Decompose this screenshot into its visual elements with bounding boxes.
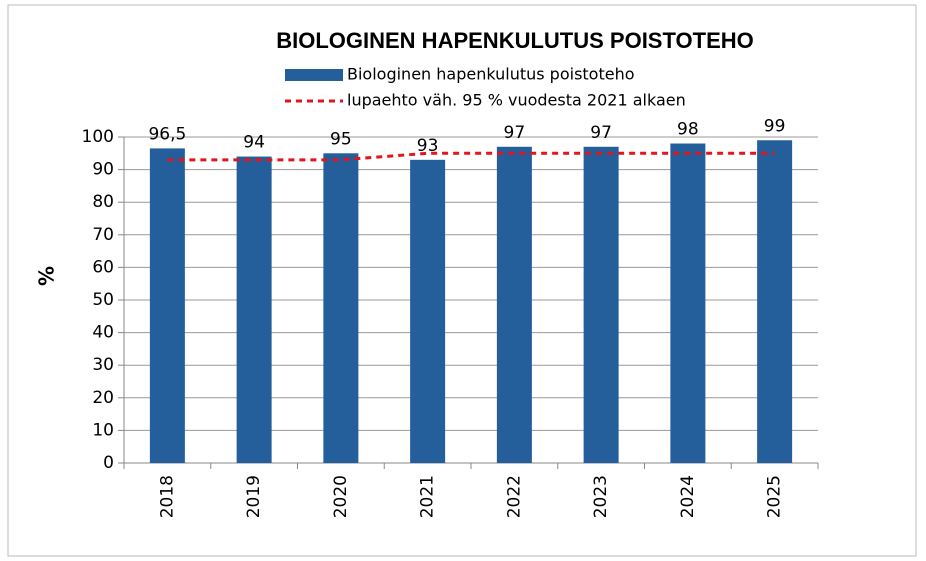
x-tick-label: 2025 <box>765 475 785 518</box>
y-tick-label: 100 <box>82 127 114 147</box>
y-tick-label: 80 <box>92 192 114 212</box>
x-tick-label: 2018 <box>157 475 177 518</box>
bar <box>583 146 619 463</box>
data-label: 96,5 <box>148 124 186 144</box>
data-label: 99 <box>764 116 786 136</box>
data-label: 94 <box>243 133 265 153</box>
y-tick-label: 90 <box>92 160 114 180</box>
y-tick-label: 70 <box>92 225 114 245</box>
data-label: 97 <box>590 123 612 143</box>
y-tick-label: 0 <box>103 453 114 473</box>
y-tick-label: 30 <box>92 355 114 375</box>
bar <box>410 159 446 463</box>
bar <box>149 148 185 463</box>
bar <box>670 143 706 463</box>
x-tick-label: 2024 <box>678 475 698 518</box>
data-label: 93 <box>417 136 439 156</box>
data-label: 95 <box>330 129 352 149</box>
bar <box>323 153 359 464</box>
x-tick-label: 2020 <box>331 475 351 518</box>
x-tick-label: 2019 <box>244 475 264 518</box>
bar <box>236 156 272 463</box>
y-tick-label: 10 <box>92 420 114 440</box>
legend-label: lupaehto väh. 95 % vuodesta 2021 alkaen <box>347 91 686 110</box>
y-axis-label: % <box>35 266 59 286</box>
bar <box>496 146 532 463</box>
y-tick-label: 20 <box>92 388 114 408</box>
x-tick-label: 2021 <box>418 475 438 518</box>
line <box>167 151 775 162</box>
data-label: 97 <box>504 123 526 143</box>
y-tick-label: 60 <box>92 257 114 277</box>
data-label: 98 <box>677 120 699 140</box>
legend-label: Biologinen hapenkulutus poistoteho <box>347 65 635 84</box>
legend-swatch <box>285 69 343 81</box>
x-tick-label: 2023 <box>591 475 611 518</box>
x-tick-label: 2022 <box>504 475 524 518</box>
y-tick-label: 40 <box>92 323 114 343</box>
y-tick-label: 50 <box>92 290 114 310</box>
bar <box>757 140 793 463</box>
chart-title: BIOLOGINEN HAPENKULUTUS POISTOTEHO <box>276 28 754 53</box>
